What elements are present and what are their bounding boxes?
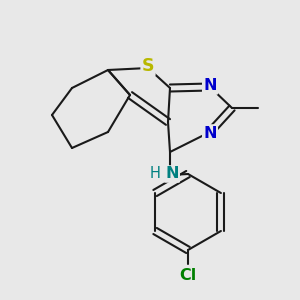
Text: N: N: [165, 167, 179, 182]
Text: S: S: [142, 57, 154, 75]
Text: Cl: Cl: [179, 268, 197, 284]
Text: N: N: [203, 79, 217, 94]
Text: H: H: [150, 167, 160, 182]
Text: N: N: [203, 125, 217, 140]
